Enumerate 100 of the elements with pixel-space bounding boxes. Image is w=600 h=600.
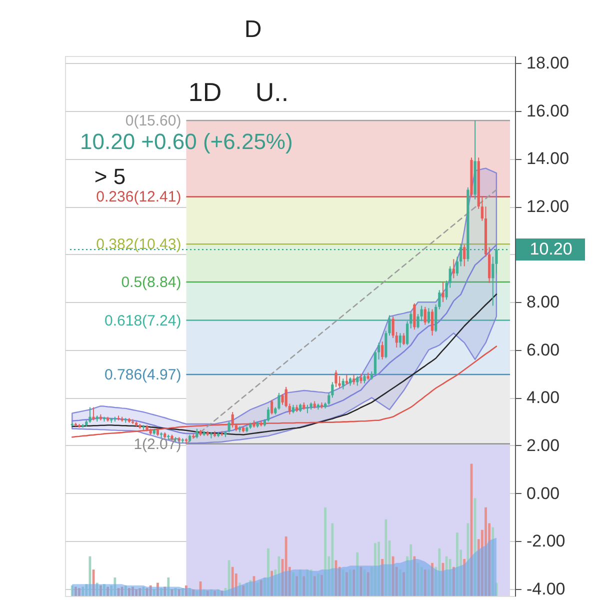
ref-line-label: 10.20 <box>530 240 572 259</box>
bar <box>466 523 470 596</box>
bar <box>378 542 380 596</box>
annotation: > 5 <box>94 164 126 189</box>
bar <box>410 544 412 596</box>
bar <box>284 536 288 596</box>
bar <box>349 570 352 596</box>
bar <box>231 566 234 596</box>
bar <box>164 586 166 596</box>
bar <box>96 582 98 596</box>
bar <box>292 572 294 596</box>
bar <box>256 582 259 596</box>
bar <box>356 552 359 596</box>
candlestick <box>266 406 270 422</box>
annotation: 1D <box>188 77 222 107</box>
candlestick <box>459 243 462 267</box>
candlestick <box>452 258 455 279</box>
ref-line-label: 0.236(12.41) <box>96 188 182 206</box>
bar <box>484 507 487 596</box>
candlestick <box>402 332 406 346</box>
candlestick <box>334 370 338 388</box>
y-tick-label: 2.00 <box>526 436 560 455</box>
bar <box>135 589 138 596</box>
bar <box>456 532 458 596</box>
ref-line-label: 1(2.07) <box>134 436 182 453</box>
bar <box>196 590 198 596</box>
bar <box>70 585 74 596</box>
y-tick-label: 0.00 <box>526 484 560 503</box>
bar <box>74 586 77 596</box>
bar <box>299 570 302 596</box>
candlestick <box>463 244 466 267</box>
bar <box>331 523 334 596</box>
bar <box>103 584 106 596</box>
bar <box>202 589 206 596</box>
y-tick-label: 18.00 <box>526 54 570 73</box>
bar <box>238 582 241 596</box>
bar <box>374 543 376 596</box>
bar <box>384 519 388 596</box>
candlestick <box>374 350 377 376</box>
y-tick-label: -2.00 <box>526 532 566 551</box>
line-series <box>71 346 498 438</box>
ref-line-label: 0.382(10.43) <box>96 236 182 254</box>
candlestick <box>228 421 230 433</box>
candlestick <box>231 412 234 428</box>
candlestick <box>398 332 402 348</box>
candlestick <box>442 281 444 303</box>
y-tick-label: 4.00 <box>526 388 560 408</box>
ref-line-label: 0.786(4.97) <box>104 366 182 384</box>
bar <box>324 507 326 596</box>
bar <box>181 588 184 596</box>
bar <box>267 548 270 596</box>
candlestick <box>196 428 198 439</box>
bar <box>128 588 130 596</box>
bar <box>156 582 159 596</box>
ref-line-label: 0(15.60) <box>125 112 182 130</box>
candlestick <box>92 406 95 421</box>
bar <box>167 577 170 596</box>
bar <box>99 585 102 596</box>
candlestick <box>360 373 362 384</box>
candlestick <box>345 374 348 386</box>
bar <box>316 574 320 596</box>
bar <box>114 577 116 596</box>
y-tick-label: 8.00 <box>526 292 560 312</box>
candlestick <box>278 392 280 410</box>
text: D <box>244 16 262 43</box>
candlestick <box>377 342 380 360</box>
candlestick <box>381 341 384 360</box>
bar <box>188 588 192 596</box>
candlestick <box>342 378 344 390</box>
bar <box>124 585 127 596</box>
candlestick <box>424 306 426 326</box>
bar <box>106 586 109 596</box>
bar <box>428 570 430 596</box>
bar <box>138 588 142 596</box>
bar <box>492 527 494 596</box>
bar <box>160 588 162 596</box>
candlestick <box>270 400 274 415</box>
candlestick <box>413 302 416 330</box>
candlestick <box>281 394 284 406</box>
y-tick-label: 14.00 <box>526 149 570 168</box>
bar <box>78 588 80 596</box>
text: 10.20 +0.60 (+6.25%) <box>80 129 293 154</box>
bar <box>152 589 156 596</box>
candlestick <box>430 308 434 336</box>
bar <box>185 585 188 596</box>
y-tick-label: -4.00 <box>526 579 566 598</box>
bar <box>398 570 402 596</box>
bar <box>132 586 134 596</box>
bar <box>448 558 452 596</box>
bar <box>474 498 476 596</box>
candlestick <box>352 374 356 386</box>
y-tick-label: 12.00 <box>526 197 570 216</box>
bar <box>220 590 224 596</box>
bar <box>178 589 180 596</box>
bar <box>438 548 441 596</box>
bar <box>210 589 212 596</box>
candlestick <box>456 256 459 276</box>
bar <box>149 585 152 596</box>
bar <box>249 580 252 596</box>
annotation: U.. <box>255 77 289 107</box>
